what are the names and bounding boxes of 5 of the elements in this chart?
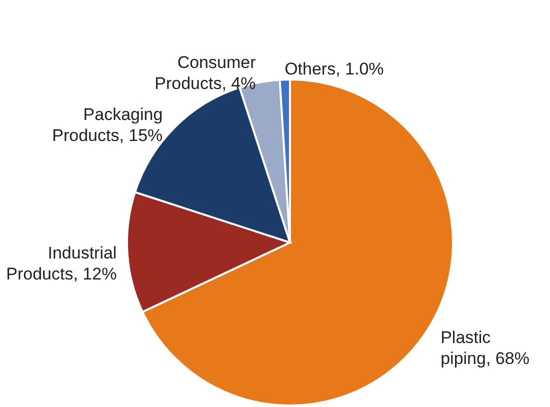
slice-label: Plastic piping, 68% <box>440 328 530 368</box>
slice-label: Consumer Products, 4% <box>154 52 256 93</box>
slice-label: Packaging Products, 15% <box>52 105 163 146</box>
slice-label: Others, 1.0% <box>284 60 384 79</box>
slice-label: Industrial Products, 12% <box>6 243 117 284</box>
